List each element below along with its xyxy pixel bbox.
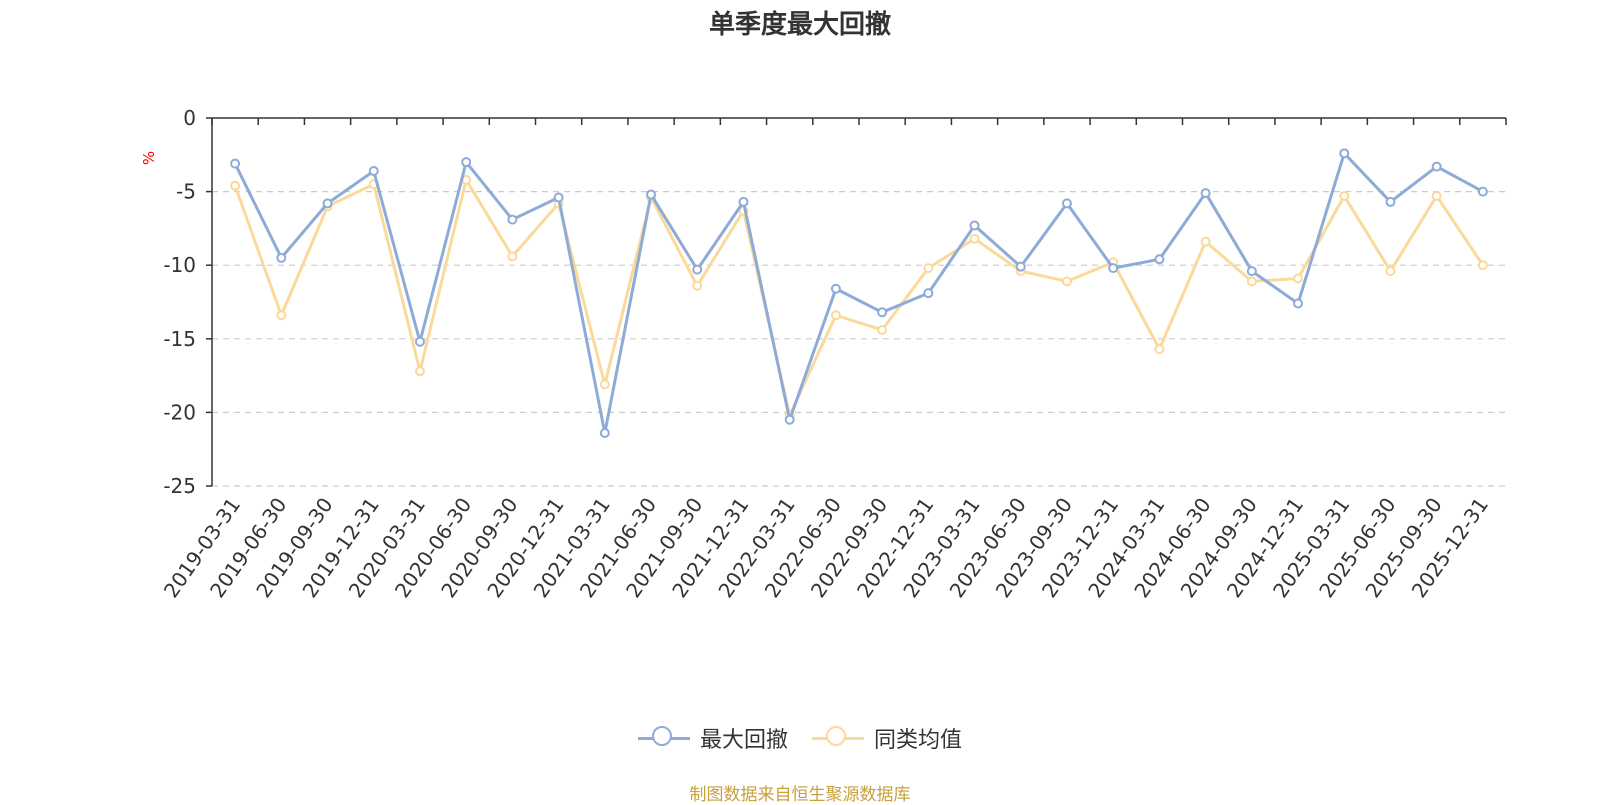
data-point-max-drawdown [1061,198,1072,209]
data-point-max-drawdown [414,336,425,347]
axes [206,117,1507,487]
data-point-peer-average [1200,236,1211,247]
legend-label: 同类均值 [874,728,963,753]
data-point-max-drawdown [368,165,379,176]
data-point-max-drawdown [738,196,749,207]
legend-label: 最大回撤 [699,728,788,753]
data-point-max-drawdown [276,252,287,263]
data-point-max-drawdown [599,428,610,439]
data-point-peer-average [1293,273,1304,284]
data-point-max-drawdown [1431,161,1442,172]
data-point-peer-average [507,251,518,262]
data-point-peer-average [1154,344,1165,355]
data-point-peer-average [877,324,888,335]
data-point-max-drawdown [784,414,795,425]
source-note: 制图数据来自恒生聚源数据库 [689,785,911,805]
data-point-max-drawdown [1015,261,1026,272]
y-tick-label: -15 [163,327,196,351]
series-line-peer-average [233,178,1485,417]
data-point-max-drawdown [830,283,841,294]
data-point-max-drawdown [1108,263,1119,274]
y-tick-label: 0 [183,106,196,130]
y-tick-label: -10 [163,253,196,277]
data-point-max-drawdown [1154,254,1165,265]
legend: 最大回撤 同类均值 [0,722,1600,754]
y-tick-label: -25 [163,474,196,498]
legend-item-peer-average[interactable]: 同类均值 [812,722,962,754]
data-point-peer-average [1477,260,1488,271]
data-point-max-drawdown [1246,266,1257,277]
data-point-peer-average [969,233,980,244]
data-point-max-drawdown [553,192,564,203]
data-point-peer-average [1339,191,1350,202]
data-point-peer-average [276,310,287,321]
data-point-max-drawdown [230,158,241,169]
data-point-max-drawdown [1339,148,1350,159]
grid-lines [212,191,1506,487]
data-point-max-drawdown [692,264,703,275]
legend-item-max-drawdown[interactable]: 最大回撤 [637,722,788,754]
data-point-max-drawdown [461,157,472,168]
data-point-peer-average [1246,276,1257,287]
data-point-peer-average [414,366,425,377]
data-point-peer-average [692,280,703,291]
data-point-max-drawdown [1293,298,1304,309]
chart-title: 单季度最大回撤 [708,10,891,40]
data-point-peer-average [1431,191,1442,202]
data-point-max-drawdown [322,198,333,209]
legend-line-icon [637,725,690,746]
data-point-peer-average [830,310,841,321]
data-point-max-drawdown [507,214,518,225]
data-point-max-drawdown [877,307,888,318]
data-point-peer-average [1385,266,1396,277]
legend-line-icon [812,725,864,746]
data-point-max-drawdown [1385,196,1396,207]
data-point-max-drawdown [646,189,657,200]
data-point-peer-average [599,379,610,390]
y-tick-label: -5 [176,180,196,204]
y-tick-label: -20 [163,400,196,424]
data-point-max-drawdown [1477,186,1488,197]
data-point-peer-average [230,180,241,191]
series-lines [230,148,1488,439]
data-point-max-drawdown [923,288,934,299]
data-point-peer-average [923,263,934,274]
y-axis-unit-label: % [140,151,158,165]
data-point-max-drawdown [1200,188,1211,199]
data-point-max-drawdown [969,220,980,231]
data-point-peer-average [1061,276,1072,287]
series-line-max-drawdown [233,151,1484,435]
